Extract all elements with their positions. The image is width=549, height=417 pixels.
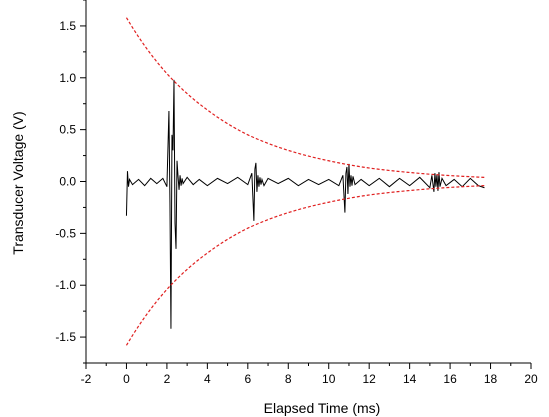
y-tick-label: -0.5 (55, 226, 76, 240)
voltage-signal-line (125, 79, 485, 329)
y-tick-label: -1.5 (55, 330, 76, 344)
x-tick-label: 10 (322, 372, 336, 386)
x-tick-label: 16 (443, 372, 457, 386)
x-tick-label: 20 (524, 372, 538, 386)
y-tick-label: 1.5 (59, 19, 76, 33)
x-axis-title: Elapsed Time (ms) (264, 400, 381, 416)
x-tick-label: 6 (244, 372, 251, 386)
x-tick-label: 4 (204, 372, 211, 386)
upper-envelope-line (125, 17, 485, 178)
y-tick-label: -1.0 (55, 278, 76, 292)
y-axis-title: Transducer Voltage (V) (10, 111, 26, 254)
x-tick-label: 0 (123, 372, 130, 386)
y-tick-label: 0.5 (59, 123, 76, 137)
y-tick-label: 0.0 (59, 175, 76, 189)
x-tick-label: 2 (164, 372, 171, 386)
plot-lines (125, 17, 485, 346)
x-tick-label: 14 (403, 372, 417, 386)
x-tick-label: 12 (363, 372, 377, 386)
x-tick-label: 8 (285, 372, 292, 386)
x-tick-label: -2 (81, 372, 92, 386)
lower-envelope-line (125, 185, 485, 346)
axes: -2 0 2 4 6 8 10 12 14 16 18 20 -1.5 -1.0 -0.5 0.0 0.5 1.0… (55, 0, 538, 386)
y-tick-label: 1.0 (59, 71, 76, 85)
x-tick-label: 18 (484, 372, 498, 386)
